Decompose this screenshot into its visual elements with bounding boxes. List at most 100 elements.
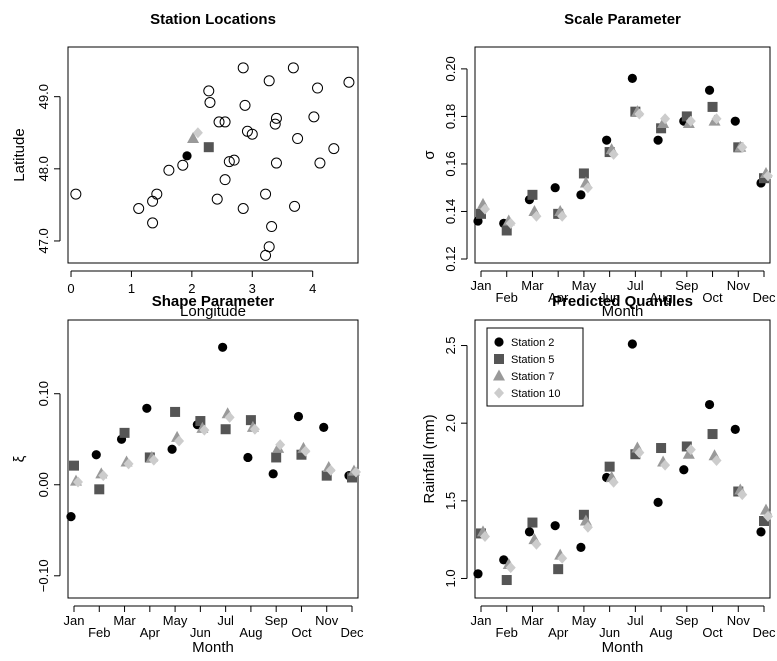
shape-parameter-station-10-point: [98, 470, 109, 482]
shape-parameter-x-tick-label: Feb: [88, 625, 110, 640]
shape-parameter-station-10-point: [224, 411, 235, 423]
predicted-quantiles-station-7-point: [760, 503, 772, 515]
predicted-quantiles-title: Predicted Quantiles: [552, 293, 693, 310]
station-locations-other-stations-point: [177, 159, 189, 171]
station-locations-ylabel: Latitude: [11, 128, 28, 181]
station-locations-other-stations-point: [237, 203, 249, 214]
scale-parameter-x-tick-label: Dec: [752, 290, 776, 305]
shape-parameter-station-5-point: [245, 415, 256, 426]
predicted-quantiles-station-2-point: [730, 424, 740, 434]
predicted-quantiles-station-2-point: [704, 399, 715, 410]
scale-parameter-x-tick-label: Jan: [471, 278, 492, 293]
shape-parameter-station-5-point: [296, 449, 307, 460]
predicted-quantiles-ylabel: Rainfall (mm): [421, 414, 438, 503]
station-locations-other-stations-point: [70, 188, 82, 200]
predicted-quantiles-legend-marker: [494, 387, 504, 399]
shape-parameter-station-5-point: [321, 470, 332, 481]
shape-parameter-station-10-point: [325, 464, 336, 476]
predicted-quantiles-station-2-point: [653, 497, 663, 507]
station-locations-other-stations-point: [289, 200, 301, 212]
scale-parameter-station-2-point: [653, 135, 663, 145]
predicted-quantiles-legend-marker: [493, 369, 505, 381]
predicted-quantiles-y-tick-label: 2.5: [443, 336, 458, 354]
station-locations-other-stations-point: [270, 157, 282, 169]
station-locations-title: Station Locations: [150, 11, 276, 28]
station-locations-other-stations-point: [163, 164, 175, 176]
scale-parameter-station-10-point: [634, 108, 645, 120]
station-locations-other-stations-point: [223, 156, 235, 168]
predicted-quantiles-station-2-point: [627, 339, 637, 349]
station-locations-station-10-point: [192, 127, 203, 139]
shape-parameter-station-2-point: [142, 403, 152, 413]
station-locations-other-stations-point: [213, 116, 225, 128]
scale-parameter-station-5-point: [656, 123, 667, 134]
station-locations-other-stations-point: [151, 188, 163, 200]
station-locations-other-stations-point: [314, 157, 326, 169]
scale-parameter-station-10-point: [505, 217, 516, 229]
shape-parameter-x-tick-label: Sep: [265, 613, 288, 628]
shape-parameter-x-tick-label: Oct: [291, 625, 312, 640]
predicted-quantiles-station-5-point: [656, 443, 667, 454]
predicted-quantiles-legend-label: Station 10: [511, 388, 561, 400]
predicted-quantiles-x-tick-label: Sep: [675, 613, 698, 628]
station-locations-x-tick-label: 3: [249, 281, 256, 296]
predicted-quantiles-station-10-point: [480, 531, 490, 543]
predicted-quantiles-x-tick-label: Apr: [548, 625, 569, 640]
scale-parameter-station-5-point: [527, 189, 538, 200]
scale-parameter-x-tick-label: Feb: [496, 290, 518, 305]
scale-parameter-x-tick-label: Aug: [650, 290, 673, 305]
scale-parameter-station-5-point: [578, 168, 589, 179]
shape-parameter-station-5-point: [69, 460, 79, 471]
scale-parameter-station-5-point: [681, 111, 692, 122]
scale-parameter-station-2-point: [704, 85, 715, 95]
scale-parameter-ylabel: σ: [421, 150, 438, 160]
scale-parameter-station-2-point: [576, 190, 586, 200]
scale-parameter-station-2-point: [602, 135, 612, 145]
predicted-quantiles-legend-label: Station 5: [511, 354, 554, 366]
station-locations-other-stations-point: [147, 195, 159, 207]
scale-parameter-title: Scale Parameter: [564, 11, 681, 28]
shape-parameter-x-tick-label: May: [163, 613, 188, 628]
predicted-quantiles-station-2-point: [524, 527, 535, 537]
scale-parameter-station-10-point: [608, 148, 619, 160]
predicted-quantiles-x-tick-label: Aug: [650, 625, 673, 640]
scale-parameter-station-5-point: [501, 225, 512, 236]
predicted-quantiles-station-2-point: [576, 542, 586, 553]
scale-parameter-y-tick-label: 0.16: [443, 151, 458, 176]
station-locations-x-tick-label: 1: [128, 281, 135, 296]
predicted-quantiles-station-5-point: [707, 429, 718, 440]
station-locations-other-stations-point: [270, 112, 282, 124]
shape-parameter-station-2-point: [66, 512, 76, 522]
shape-parameter-x-tick-label: Jun: [190, 625, 211, 640]
scale-parameter-station-10-point: [582, 182, 593, 194]
shape-parameter-title: Shape Parameter: [152, 293, 275, 310]
scale-parameter-x-tick-label: May: [572, 278, 597, 293]
shape-parameter-x-tick-label: Nov: [315, 613, 339, 628]
scale-parameter-y-tick-label: 0.20: [443, 56, 458, 81]
scale-parameter-station-2-point: [550, 183, 560, 193]
shape-parameter-station-5-point: [220, 424, 231, 435]
scale-parameter-station-2-point: [627, 73, 637, 83]
station-locations-other-stations-point: [308, 111, 320, 123]
station-locations-other-stations-point: [269, 118, 281, 130]
station-locations-station-5-point: [203, 142, 214, 153]
station-locations-other-stations-point: [239, 99, 251, 111]
shape-parameter-xlabel: Month: [192, 639, 234, 656]
shape-parameter-station-2-point: [91, 450, 101, 460]
predicted-quantiles-station-2-point: [473, 569, 483, 579]
shape-parameter-station-2-point: [268, 469, 278, 479]
predicted-quantiles-station-2-point: [679, 465, 689, 475]
station-locations-other-stations-point: [133, 203, 145, 214]
predicted-quantiles-station-5-point: [759, 516, 769, 527]
station-locations-y-tick-label: 48.0: [36, 156, 51, 181]
shape-parameter-station-10-point: [123, 458, 134, 470]
predicted-quantiles-x-tick-label: May: [572, 613, 597, 628]
predicted-quantiles-station-10-point: [634, 447, 645, 459]
predicted-quantiles-station-5-point: [681, 441, 692, 452]
predicted-quantiles-station-10-point: [505, 562, 516, 574]
predicted-quantiles-station-5-point: [604, 461, 615, 472]
scale-parameter-xlabel: Month: [602, 303, 644, 320]
predicted-quantiles-legend-marker: [494, 337, 504, 347]
